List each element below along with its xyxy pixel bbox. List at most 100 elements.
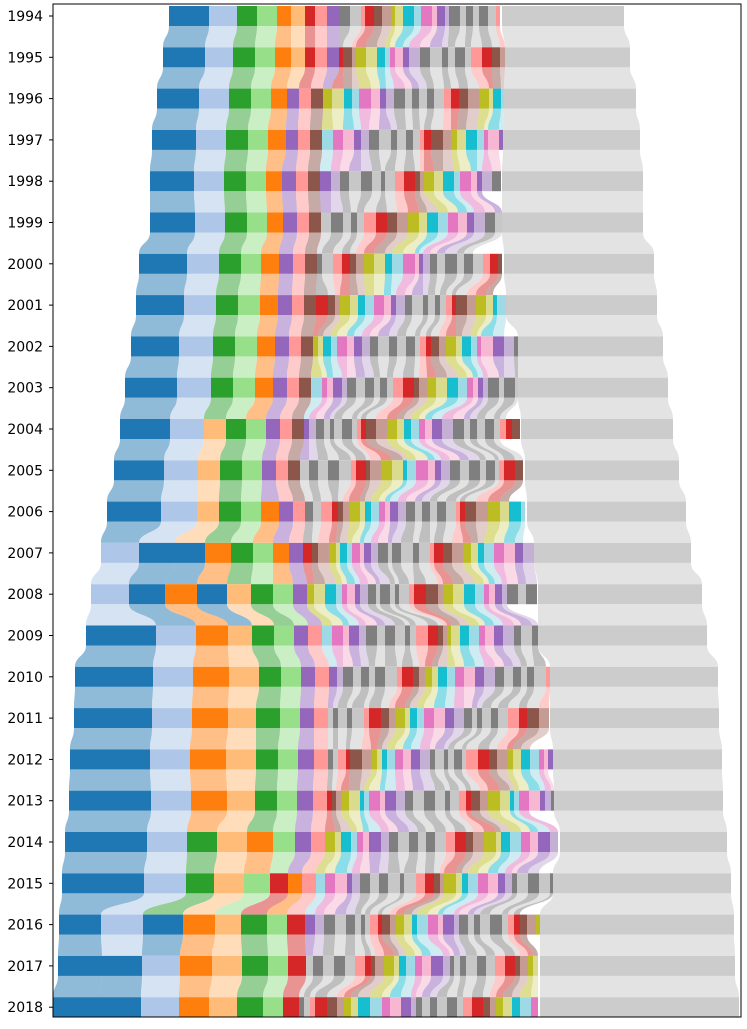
bar-segment [311,832,325,852]
flow-band [446,273,464,296]
flow-band [455,26,466,48]
bar-segment [107,501,161,522]
flow-band [503,645,521,667]
bar-segment [550,873,553,894]
flow-band [270,852,295,874]
flow-band [420,149,424,172]
bar-segment [484,129,488,150]
flow-band [336,810,351,832]
bar-segment [246,419,266,439]
flow-band [329,562,342,585]
flow-band [484,604,514,626]
bar-segment [343,501,349,522]
bar-segment [412,914,417,935]
flow-band [332,67,344,89]
bar-segment [526,584,537,605]
bar-segment [255,377,273,398]
flow-band [370,315,391,337]
bar-segment [313,790,327,811]
y-tick-label: 2015 [7,876,43,892]
bar-segment [395,625,405,646]
flow-band [337,356,347,378]
bar-segment [376,419,387,439]
bar-segment [336,542,340,563]
flow-band [397,439,428,461]
bar-segment [294,625,308,646]
bar-segment [152,129,196,150]
bar-segment [485,419,494,439]
flow-band [366,67,380,89]
bar-segment [74,708,152,729]
flow-band [328,480,339,502]
bar-segment [406,955,415,976]
bar-segment [422,997,430,1018]
bar-segment [412,88,419,109]
bar-segment [390,584,395,605]
bar-segment [271,88,287,109]
bar-segment [314,584,325,605]
bar-segment [331,212,343,233]
flow-band [334,439,356,461]
flow-band [253,521,279,543]
flow-band [355,934,365,956]
flow-band [229,67,255,89]
bar-segment [417,914,428,935]
bar-segment [551,790,554,811]
flow-band [500,397,518,419]
flow-band [324,439,339,461]
bar-segment [315,914,324,935]
bar-segment [539,749,544,770]
bar-segment [460,955,466,976]
bar-segment [505,955,515,976]
flow-band [553,852,731,874]
bar-segment [462,873,468,894]
bar-segment [184,295,216,316]
bar-segment [342,377,347,398]
bar-segment [350,6,361,26]
flow-band [312,521,321,543]
flow-band [463,975,477,998]
flow-band [369,728,381,750]
flow-band [393,356,406,378]
flow-band [350,232,364,254]
flow-band [53,975,102,998]
bar-segment [501,832,510,852]
bar-segment [460,6,466,26]
bar-segment [360,790,364,811]
flow-band [478,728,498,750]
bar-segment [432,666,438,687]
bar-segment [361,129,369,150]
bar-segment [196,625,228,646]
bar-segment [337,666,343,687]
bar-segment [392,460,403,481]
bar-segment [504,336,514,357]
bar-segment [102,955,142,976]
bar-segment [426,584,438,605]
flow-band [435,273,445,296]
bar-segment [260,295,278,316]
flow-band [65,810,151,832]
bar-segment [479,6,488,26]
bar-segment [382,6,391,26]
bar-segment [316,873,325,894]
bar-segment [391,295,396,316]
flow-band [417,686,432,709]
flow-band [466,728,491,750]
bar-segment [420,171,424,192]
flow-band [405,810,426,832]
flow-band [550,686,719,709]
bar-segment [251,584,273,605]
bar-segment [502,584,507,605]
flow-band [340,149,354,172]
flow-band [335,852,351,874]
flow-band [347,562,360,585]
flow-band [447,975,460,998]
flow-band [438,893,468,915]
bar-segment [510,790,514,811]
flow-band [390,604,428,626]
flow-band [369,810,389,832]
bar-segment [406,336,415,357]
bar-segment [485,212,495,233]
bar-segment [483,997,490,1018]
flow-band [345,934,355,956]
